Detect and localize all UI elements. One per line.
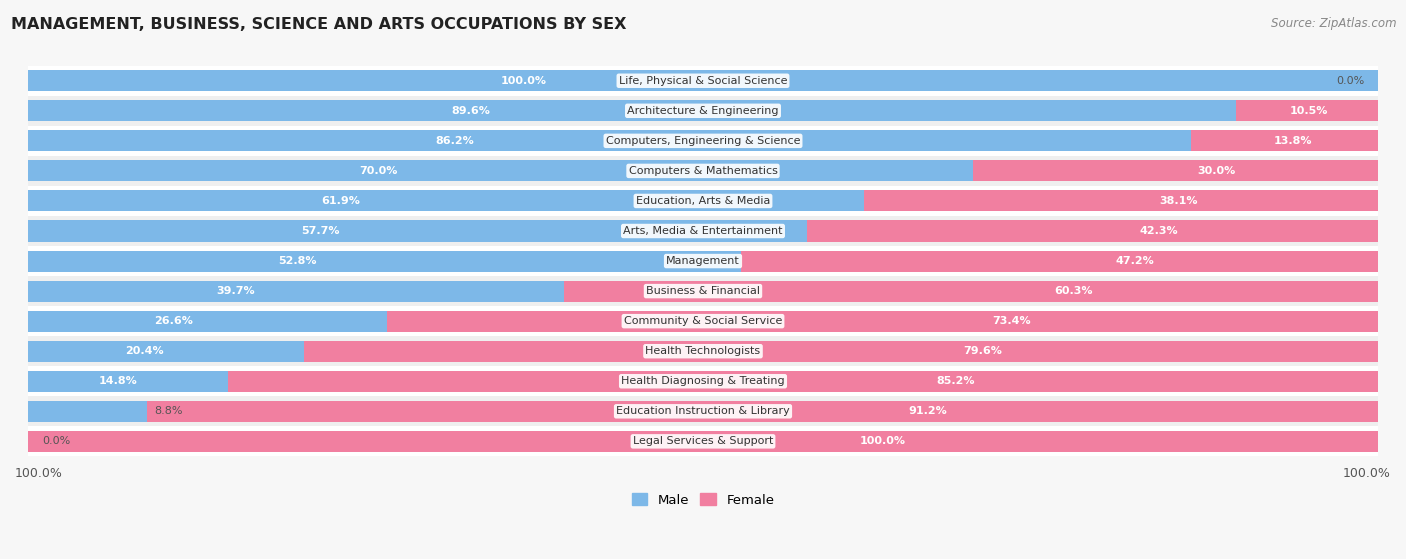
Text: Arts, Media & Entertainment: Arts, Media & Entertainment <box>623 226 783 236</box>
Bar <box>28 401 148 422</box>
Text: MANAGEMENT, BUSINESS, SCIENCE AND ARTS OCCUPATIONS BY SEX: MANAGEMENT, BUSINESS, SCIENCE AND ARTS O… <box>11 17 627 32</box>
Text: Computers & Mathematics: Computers & Mathematics <box>628 166 778 176</box>
Text: 61.9%: 61.9% <box>321 196 360 206</box>
Text: Source: ZipAtlas.com: Source: ZipAtlas.com <box>1271 17 1396 30</box>
Bar <box>28 130 1191 151</box>
Text: 20.4%: 20.4% <box>125 346 163 356</box>
Bar <box>28 70 1378 91</box>
Text: 0.0%: 0.0% <box>1336 76 1364 86</box>
Text: 47.2%: 47.2% <box>1116 256 1154 266</box>
Text: 42.3%: 42.3% <box>1139 226 1178 236</box>
Bar <box>564 281 1378 302</box>
Bar <box>28 306 1378 336</box>
Text: 89.6%: 89.6% <box>451 106 491 116</box>
Text: 52.8%: 52.8% <box>278 256 316 266</box>
Text: 100.0%: 100.0% <box>1343 467 1391 480</box>
Bar <box>28 276 1378 306</box>
Bar <box>28 186 1378 216</box>
Text: Health Technologists: Health Technologists <box>645 346 761 356</box>
Bar <box>28 216 1378 246</box>
Bar <box>741 250 1378 272</box>
Bar <box>807 220 1378 241</box>
Bar <box>28 427 1378 456</box>
Text: 100.0%: 100.0% <box>859 437 905 446</box>
Text: Architecture & Engineering: Architecture & Engineering <box>627 106 779 116</box>
Text: 100.0%: 100.0% <box>501 76 547 86</box>
Text: Computers, Engineering & Science: Computers, Engineering & Science <box>606 136 800 146</box>
Bar <box>28 160 973 182</box>
Bar <box>28 156 1378 186</box>
Bar <box>228 371 1378 392</box>
Text: 70.0%: 70.0% <box>359 166 398 176</box>
Bar <box>973 160 1378 182</box>
Bar <box>28 220 807 241</box>
Text: Management: Management <box>666 256 740 266</box>
Bar <box>28 340 304 362</box>
Text: 39.7%: 39.7% <box>217 286 254 296</box>
Text: Business & Financial: Business & Financial <box>645 286 761 296</box>
Text: 8.8%: 8.8% <box>153 406 183 416</box>
Text: Life, Physical & Social Science: Life, Physical & Social Science <box>619 76 787 86</box>
Bar <box>28 311 387 331</box>
Text: 38.1%: 38.1% <box>1159 196 1198 206</box>
Text: Education, Arts & Media: Education, Arts & Media <box>636 196 770 206</box>
Text: 91.2%: 91.2% <box>908 406 946 416</box>
Bar <box>28 336 1378 366</box>
Text: Health Diagnosing & Treating: Health Diagnosing & Treating <box>621 376 785 386</box>
Bar <box>148 401 1378 422</box>
Bar <box>28 191 863 211</box>
Legend: Male, Female: Male, Female <box>626 488 780 512</box>
Text: 30.0%: 30.0% <box>1198 166 1236 176</box>
Bar <box>1191 130 1378 151</box>
Text: 73.4%: 73.4% <box>993 316 1031 326</box>
Bar <box>863 191 1378 211</box>
Text: 85.2%: 85.2% <box>936 376 976 386</box>
Text: 79.6%: 79.6% <box>963 346 1001 356</box>
Bar <box>304 340 1378 362</box>
Bar <box>28 100 1237 121</box>
Bar <box>28 371 228 392</box>
Bar <box>387 311 1378 331</box>
Text: 57.7%: 57.7% <box>301 226 339 236</box>
Text: Legal Services & Support: Legal Services & Support <box>633 437 773 446</box>
Bar <box>28 431 1378 452</box>
Text: 10.5%: 10.5% <box>1289 106 1327 116</box>
Text: Education Instruction & Library: Education Instruction & Library <box>616 406 790 416</box>
Bar <box>28 66 1378 96</box>
Bar <box>28 250 741 272</box>
Text: 13.8%: 13.8% <box>1274 136 1312 146</box>
Bar <box>28 281 564 302</box>
Text: 26.6%: 26.6% <box>155 316 193 326</box>
Text: 100.0%: 100.0% <box>15 467 63 480</box>
Bar <box>28 246 1378 276</box>
Bar <box>28 396 1378 427</box>
Bar <box>28 96 1378 126</box>
Text: 86.2%: 86.2% <box>436 136 474 146</box>
Text: 0.0%: 0.0% <box>42 437 70 446</box>
Bar <box>28 126 1378 156</box>
Bar <box>1236 100 1378 121</box>
Text: 60.3%: 60.3% <box>1054 286 1092 296</box>
Bar <box>28 366 1378 396</box>
Text: 14.8%: 14.8% <box>98 376 138 386</box>
Text: Community & Social Service: Community & Social Service <box>624 316 782 326</box>
